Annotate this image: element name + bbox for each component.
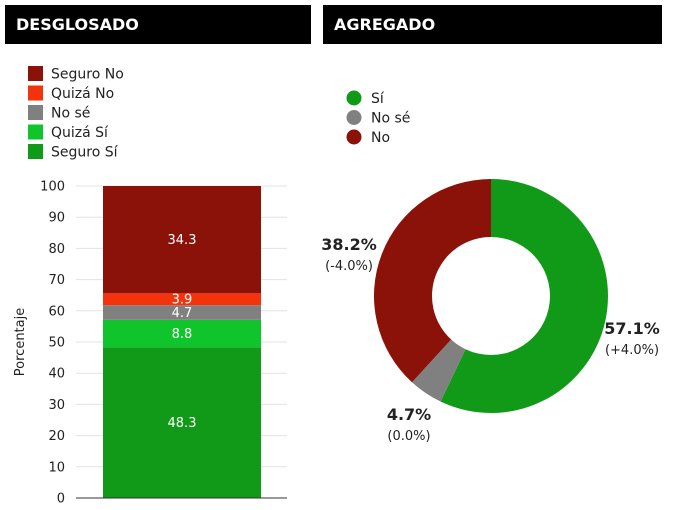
y-tick-label: 80: [48, 242, 65, 257]
legend-swatch-quiza-si: [28, 124, 43, 140]
bar-label-quiza-si: 8.8: [172, 327, 193, 342]
legend-label-seguro-no: Seguro No: [51, 67, 124, 83]
y-tick-label: 90: [48, 211, 65, 226]
legend-swatch-no-se: [28, 105, 43, 120]
y-tick-label: 40: [48, 367, 65, 382]
y-tick-label: 10: [48, 460, 65, 475]
y-tick-label: 60: [48, 304, 65, 319]
bar-segment-quiza-no: [103, 293, 261, 306]
legend-label-quiza-si: Quizá Sí: [51, 125, 109, 141]
legend-label-si: Sí: [371, 91, 385, 107]
legend-dot-si: [346, 90, 362, 106]
slice-change-no-se: (0.0%): [387, 429, 430, 444]
bar-segment-seguro-si: [103, 347, 261, 498]
y-tick-label: 70: [48, 273, 65, 288]
agregado-header: AGREGADO: [323, 5, 662, 44]
slice-value-si: 57.1%: [604, 319, 660, 338]
legend-dot-no-se: [346, 110, 362, 125]
donut-slice-si: [440, 179, 608, 413]
donut-slice-no: [374, 179, 491, 383]
legend-dot-no: [346, 129, 362, 145]
desglosado-header: DESGLOSADO: [5, 5, 311, 44]
bar-segment-seguro-no: [103, 186, 261, 294]
y-tick-label: 30: [48, 398, 65, 413]
legend-label-no: No: [371, 130, 390, 146]
y-tick-label: 100: [40, 180, 65, 195]
bar-label-seguro-si: 48.3: [168, 416, 197, 431]
legend-label-no-se: No sé: [371, 111, 410, 127]
legend-label-no-se: No sé: [51, 106, 90, 122]
bar-segment-no-se: [103, 305, 261, 320]
bar-label-no-se: 4.7: [172, 306, 193, 321]
donut-slice-no-se: [411, 339, 466, 402]
slice-change-no: (-4.0%): [325, 259, 373, 274]
slice-change-si: (+4.0%): [605, 343, 659, 358]
slice-value-no-se: 4.7%: [387, 405, 431, 424]
y-axis-label: Porcentaje: [13, 308, 28, 376]
legend-swatch-quiza-no: [28, 85, 43, 101]
slice-value-no: 38.2%: [321, 235, 377, 254]
y-tick-label: 20: [48, 429, 65, 444]
bar-label-seguro-no: 34.3: [168, 233, 197, 248]
bar-segment-quiza-si: [103, 319, 261, 348]
legend-label-seguro-si: Seguro Sí: [51, 145, 119, 161]
legend-swatch-seguro-si: [28, 144, 43, 159]
legend-label-quiza-no: Quizá No: [51, 86, 114, 102]
y-tick-label: 50: [48, 336, 65, 351]
y-tick-label: 0: [57, 492, 65, 507]
legend-swatch-seguro-no: [28, 66, 43, 81]
bar-label-quiza-no: 3.9: [172, 293, 193, 308]
